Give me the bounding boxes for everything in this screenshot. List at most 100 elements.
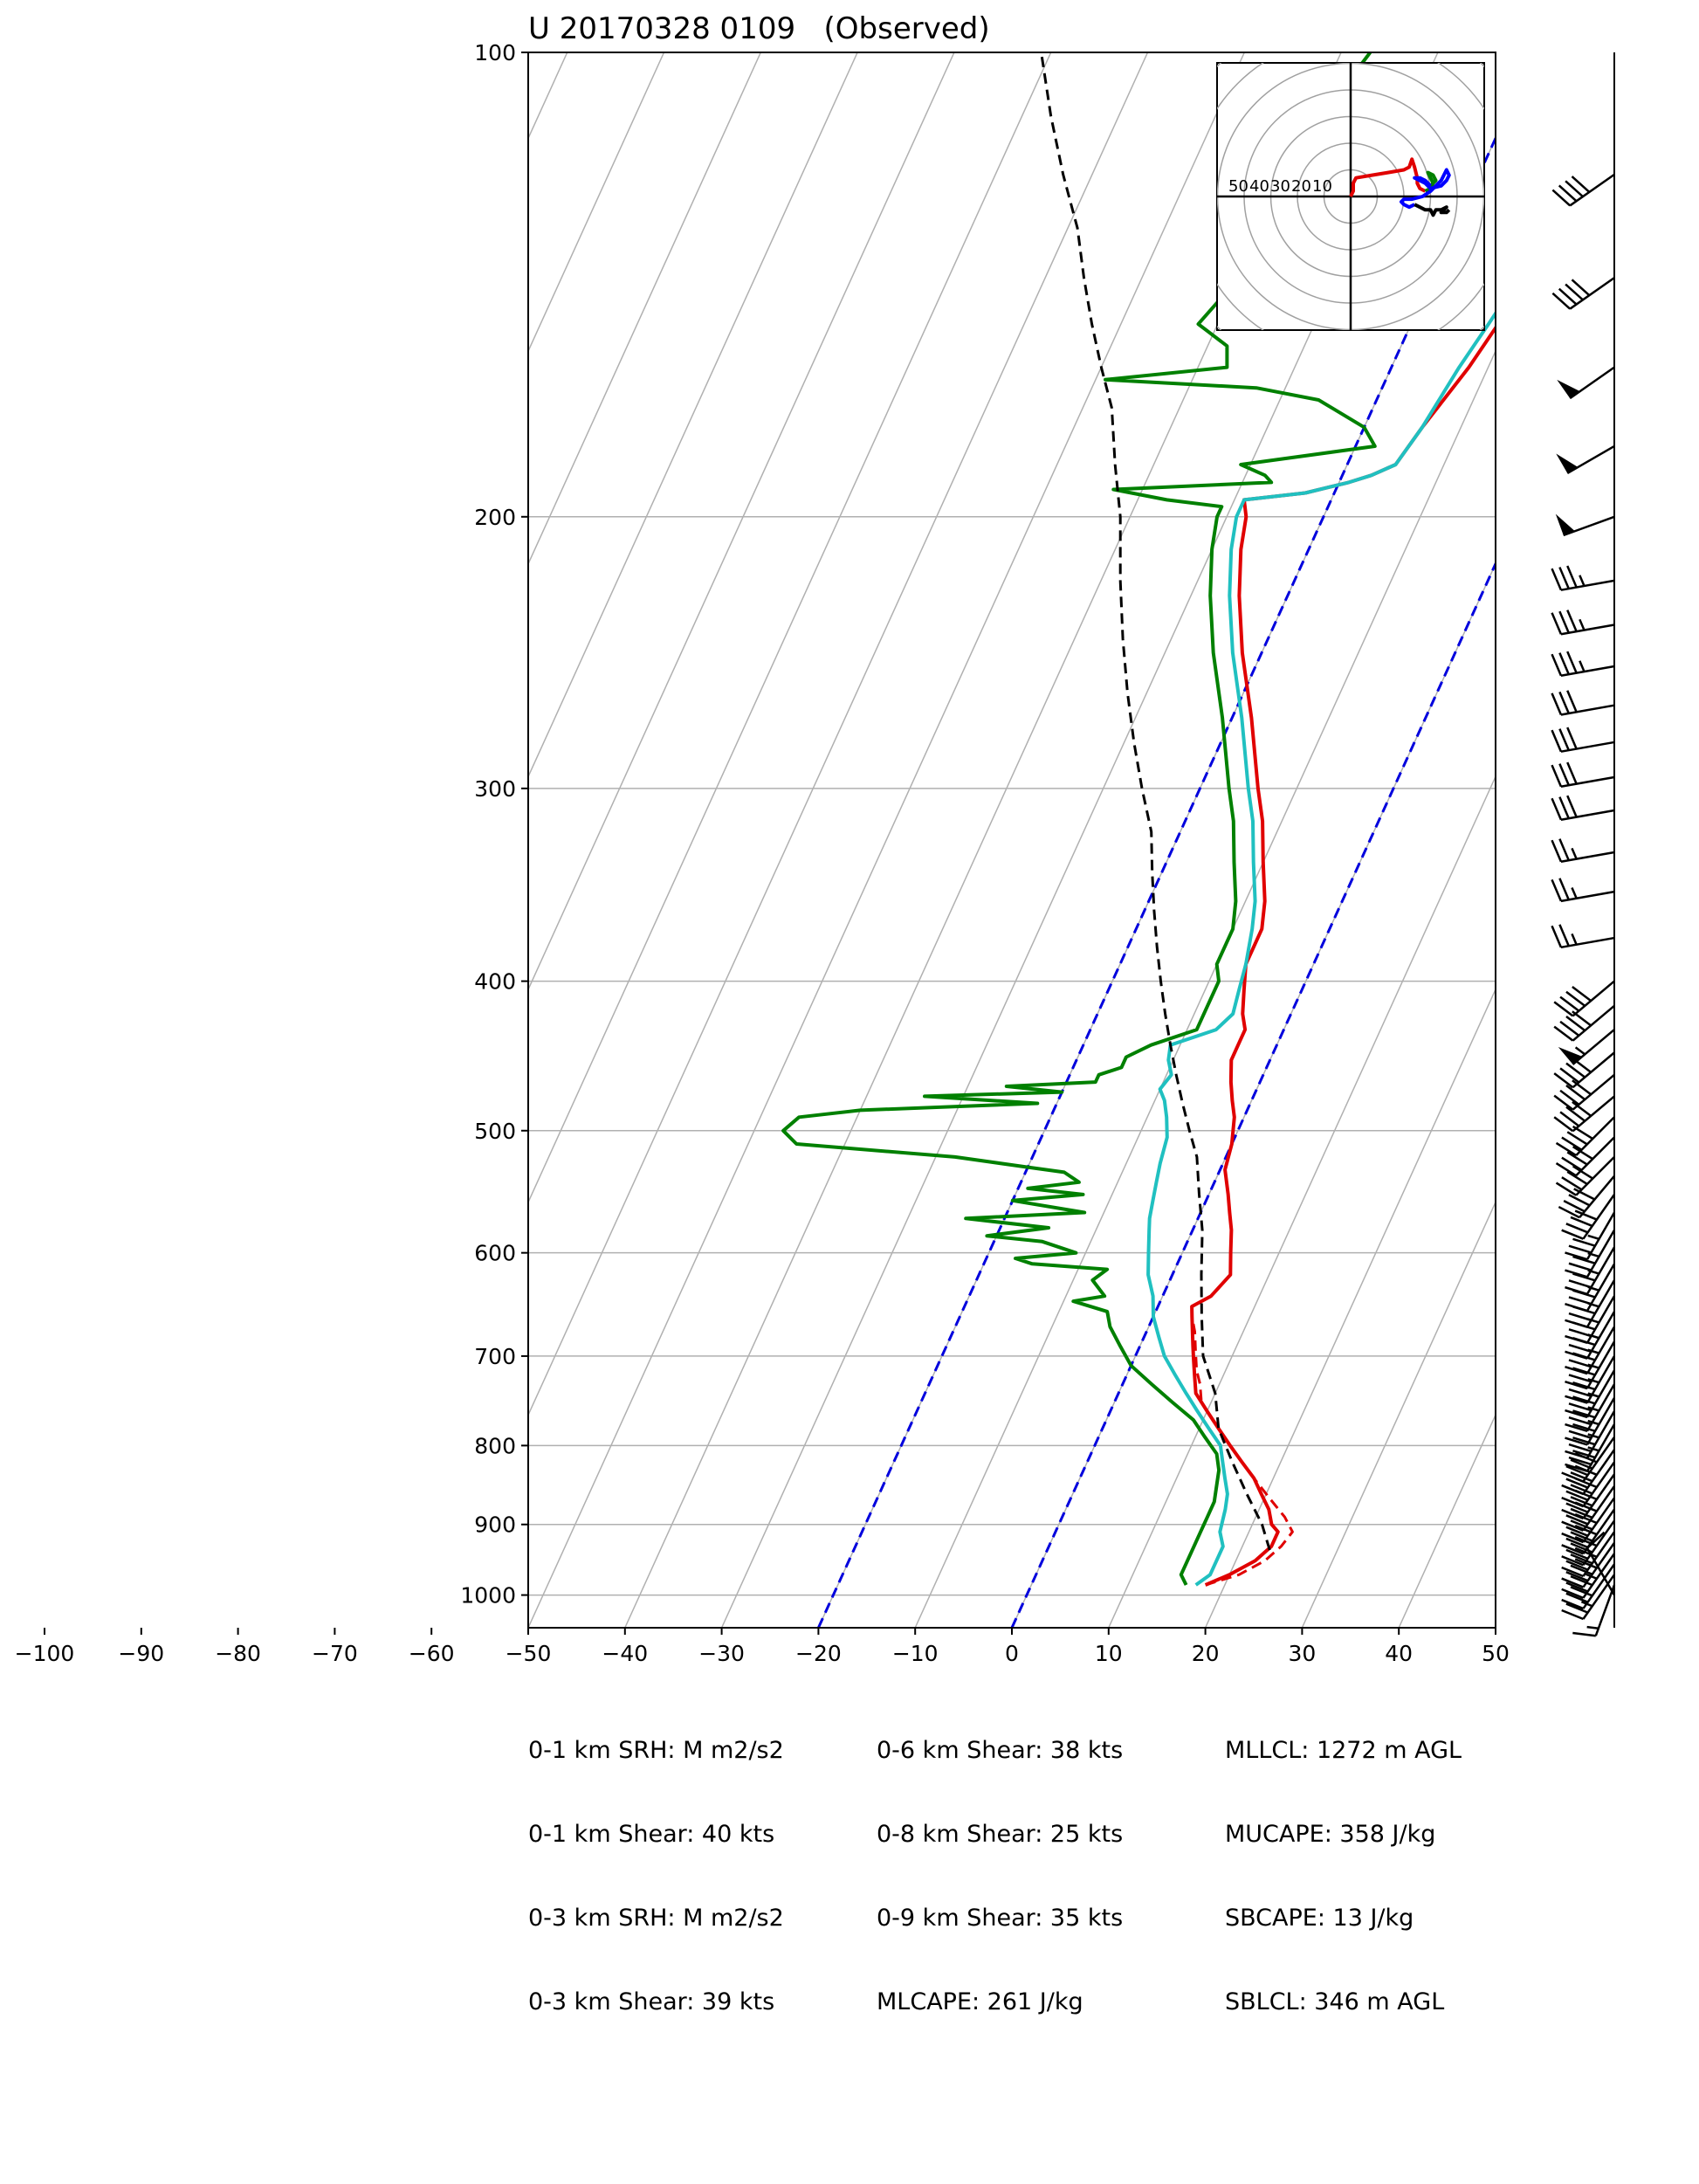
barb-full	[1565, 1251, 1588, 1261]
barb-staff	[1560, 665, 1615, 677]
barb-full	[1553, 1072, 1574, 1089]
wind-barb-16	[1565, 1410, 1616, 1459]
wind-barb-31	[1558, 1175, 1615, 1219]
y-tick-label: 400	[474, 969, 516, 995]
barb-staff	[1586, 1230, 1616, 1278]
wind-barb-7	[1561, 1519, 1616, 1567]
wind-barb-3	[1561, 1563, 1616, 1610]
barb-full	[1558, 287, 1578, 306]
wind-barb-1	[1572, 1584, 1616, 1637]
sounding-traces	[781, 52, 1496, 1587]
barb-full	[1568, 1328, 1592, 1338]
barb-full	[1572, 1450, 1596, 1459]
barb-staff	[1586, 1397, 1616, 1446]
barb-staff	[1572, 1073, 1615, 1111]
barb-staff	[1560, 775, 1615, 788]
x-tick-label: −40	[602, 1641, 648, 1666]
barb-full	[1572, 1395, 1596, 1405]
wind-barb-21	[1565, 1340, 1616, 1390]
y-tick-label: 600	[474, 1241, 516, 1266]
barb-full	[1551, 878, 1563, 902]
barb-staff	[1575, 1136, 1615, 1177]
barb-flag	[1557, 379, 1580, 399]
barb-full	[1572, 1367, 1596, 1376]
stat-08km-shear: 0-8 km Shear: 25 kts	[877, 1821, 1124, 1848]
wind-barb-29	[1565, 1211, 1616, 1261]
barb-full	[1570, 1216, 1593, 1228]
barb-full	[1565, 1085, 1586, 1101]
barb-staff	[1582, 1508, 1616, 1554]
barb-full	[1551, 189, 1572, 207]
barb-full	[1565, 1285, 1588, 1296]
barb-full	[1558, 691, 1570, 714]
barb-staff	[1572, 1051, 1615, 1089]
barb-full	[1551, 925, 1563, 948]
x-tick-label: 30	[1288, 1641, 1316, 1666]
barb-full	[1565, 1571, 1589, 1582]
barb-full	[1570, 1586, 1593, 1597]
barb-full	[1559, 1020, 1580, 1037]
barb-full	[1566, 565, 1578, 589]
x-tick-label: 0	[1005, 1641, 1019, 1666]
barb-full	[1570, 1519, 1593, 1531]
barb-half	[1571, 933, 1578, 946]
barb-full	[1565, 1350, 1588, 1360]
y-tick-label: 800	[474, 1433, 516, 1458]
barb-flag	[1555, 513, 1575, 535]
wind-barb-8	[1561, 1508, 1616, 1555]
x-tick-label: −60	[409, 1641, 455, 1666]
barb-half	[1587, 1363, 1599, 1369]
barb-full	[1565, 1436, 1588, 1446]
barb-full	[1565, 1478, 1589, 1489]
x-tick-label: −90	[118, 1641, 164, 1666]
barb-staff	[1582, 1473, 1616, 1519]
barb-full	[1571, 279, 1591, 297]
barb-full	[1570, 1542, 1593, 1554]
wind-barb-55	[1551, 173, 1615, 207]
isotherm	[528, 52, 955, 991]
stat-01km-srh: 0-1 km SRH: M m2/s2	[528, 1737, 784, 1764]
grid	[0, 52, 1699, 1628]
barb-staff	[1586, 1311, 1616, 1360]
barb-full	[1570, 1554, 1593, 1565]
barb-staff	[1582, 1461, 1616, 1507]
barb-full	[1553, 1116, 1574, 1133]
wind-barb-39	[1553, 1004, 1615, 1042]
barb-full	[1565, 1450, 1588, 1459]
isotherm	[0, 52, 277, 1628]
hodograph-inset: 50 40 30 20 10	[1216, 62, 1485, 331]
barb-full	[1551, 653, 1563, 677]
barb-full	[1561, 1484, 1584, 1496]
barb-staff	[1569, 277, 1615, 310]
barb-full	[1553, 1094, 1574, 1111]
barb-staff	[1594, 1584, 1616, 1636]
isotherm	[914, 349, 1496, 1628]
stats-column-3: MLLCL: 1272 m AGL MUCAPE: 358 J/kg SBCAP…	[1225, 1681, 1462, 2044]
barb-staff	[1569, 173, 1615, 207]
isotherm	[1592, 52, 1699, 1628]
wind-barb-30	[1561, 1194, 1616, 1240]
barb-full	[1565, 1548, 1589, 1560]
barb-full	[1561, 1609, 1584, 1621]
barb-full	[1572, 1165, 1593, 1180]
barb-full	[1561, 1156, 1583, 1171]
barb-flag	[1558, 1047, 1583, 1064]
barb-staff	[1582, 1531, 1616, 1577]
barb-staff	[1560, 624, 1615, 636]
series-trace-2	[1146, 310, 1496, 1587]
stat-mucape: MUCAPE: 358 J/kg	[1225, 1821, 1436, 1848]
isotherm	[1301, 1200, 1496, 1628]
hodograph-ring-label: 50	[1228, 177, 1248, 196]
isotherm	[528, 52, 1149, 1417]
y-tick-label: 500	[474, 1119, 516, 1144]
barb-full	[1572, 1237, 1596, 1247]
wind-barb-35	[1553, 1095, 1615, 1133]
wind-barb-18	[1565, 1383, 1616, 1433]
isotherm	[528, 52, 1052, 1204]
barb-full	[1570, 1484, 1593, 1495]
barb-full	[1561, 1136, 1583, 1151]
barb-full	[1565, 1581, 1589, 1593]
barb-full	[1565, 1334, 1588, 1345]
wind-barb-42	[1551, 878, 1615, 903]
